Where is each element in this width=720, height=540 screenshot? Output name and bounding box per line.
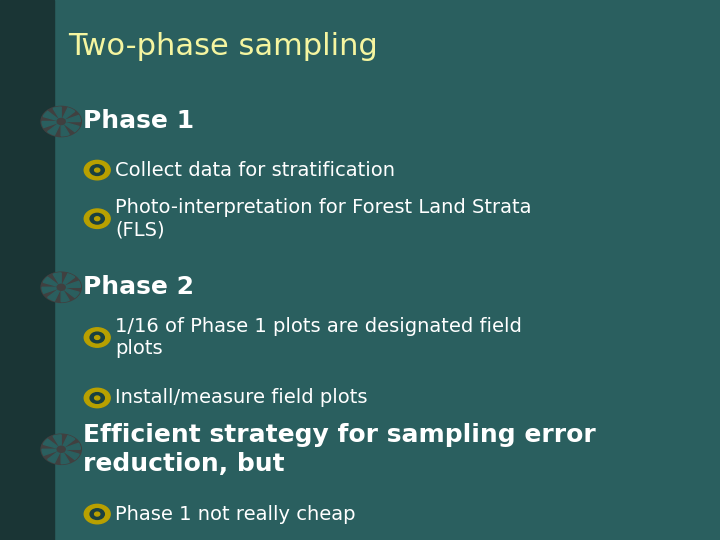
Circle shape — [90, 393, 104, 403]
Wedge shape — [61, 122, 69, 136]
Circle shape — [90, 165, 104, 176]
Text: Phase 2: Phase 2 — [83, 275, 194, 299]
Circle shape — [94, 335, 100, 340]
Circle shape — [57, 446, 66, 453]
Wedge shape — [61, 449, 69, 464]
Circle shape — [94, 168, 100, 172]
Text: Install/measure field plots: Install/measure field plots — [115, 388, 368, 408]
Circle shape — [90, 213, 104, 224]
Wedge shape — [61, 281, 81, 287]
Text: Photo-interpretation for Forest Land Strata
(FLS): Photo-interpretation for Forest Land Str… — [115, 198, 531, 240]
Text: Collect data for stratification: Collect data for stratification — [115, 160, 395, 180]
Circle shape — [84, 388, 110, 408]
Circle shape — [41, 106, 81, 137]
Wedge shape — [43, 277, 61, 287]
Bar — [0, 0, 54, 540]
Wedge shape — [43, 111, 61, 122]
Text: Two-phase sampling: Two-phase sampling — [68, 32, 378, 62]
Circle shape — [90, 509, 104, 519]
Text: Phase 1 not really cheap: Phase 1 not really cheap — [115, 504, 356, 524]
Wedge shape — [53, 273, 61, 287]
Wedge shape — [61, 287, 79, 298]
Wedge shape — [61, 122, 79, 132]
Text: Efficient strategy for sampling error
reduction, but: Efficient strategy for sampling error re… — [83, 423, 595, 476]
Circle shape — [41, 272, 81, 302]
Wedge shape — [42, 287, 61, 293]
Wedge shape — [42, 449, 61, 455]
Text: Phase 1: Phase 1 — [83, 110, 194, 133]
Wedge shape — [48, 449, 61, 463]
Wedge shape — [53, 435, 61, 449]
Wedge shape — [61, 287, 69, 302]
Circle shape — [94, 512, 100, 516]
Circle shape — [84, 328, 110, 347]
Text: 1/16 of Phase 1 plots are designated field
plots: 1/16 of Phase 1 plots are designated fie… — [115, 316, 522, 359]
Wedge shape — [61, 274, 75, 287]
Circle shape — [90, 332, 104, 343]
Wedge shape — [61, 449, 79, 460]
Circle shape — [94, 396, 100, 400]
Wedge shape — [48, 122, 61, 135]
Wedge shape — [43, 439, 61, 449]
Circle shape — [57, 118, 66, 125]
Wedge shape — [53, 107, 61, 122]
Circle shape — [84, 209, 110, 228]
Circle shape — [94, 217, 100, 221]
Wedge shape — [42, 122, 61, 127]
Wedge shape — [61, 436, 75, 449]
Circle shape — [41, 434, 81, 464]
Wedge shape — [61, 116, 81, 122]
Circle shape — [57, 284, 66, 291]
Circle shape — [84, 504, 110, 524]
Wedge shape — [61, 108, 75, 122]
Wedge shape — [48, 287, 61, 301]
Wedge shape — [61, 443, 81, 449]
Circle shape — [84, 160, 110, 180]
